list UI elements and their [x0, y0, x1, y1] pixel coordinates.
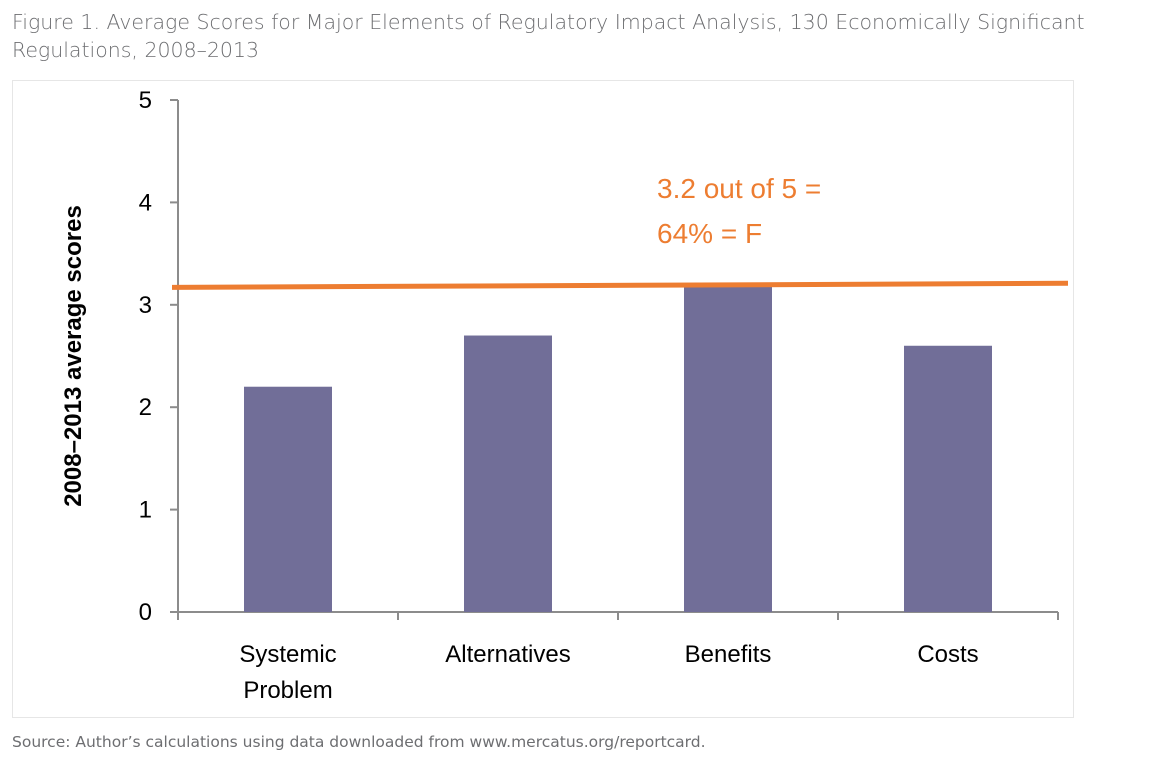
y-tick-label: 1 — [139, 497, 152, 524]
reference-line — [171, 280, 1069, 290]
bar — [244, 386, 332, 612]
bar — [464, 335, 552, 612]
reference-line-label: 3.2 out of 5 = 64% = F — [657, 173, 821, 249]
y-axis-title: 2008–2013 average scores — [60, 205, 87, 507]
chart-frame — [12, 80, 1074, 718]
y-tick-label: 3 — [139, 292, 152, 319]
bar — [904, 345, 992, 612]
source-note: Source: Author’s calculations using data… — [12, 733, 706, 751]
labels: 0 1 2 3 4 5 Systemic Problem Alternatives Benefit… — [60, 87, 979, 704]
y-tick-label: 5 — [139, 87, 152, 114]
category-label: Systemic Problem — [239, 641, 336, 704]
y-tick-label: 0 — [139, 599, 152, 626]
category-label: Alternatives — [445, 641, 570, 668]
figure-title: Figure 1. Average Scores for Major Eleme… — [12, 10, 1085, 62]
bars — [244, 284, 992, 612]
category-label: Benefits — [685, 641, 772, 668]
bar — [684, 284, 772, 612]
category-label: Costs — [917, 641, 978, 668]
reference-line-group — [171, 280, 1069, 290]
bar-chart: 0 1 2 3 4 5 Systemic Problem Alternatives Benefit… — [60, 87, 1069, 704]
y-tick-label: 4 — [139, 189, 152, 216]
y-tick-label: 2 — [139, 394, 152, 421]
